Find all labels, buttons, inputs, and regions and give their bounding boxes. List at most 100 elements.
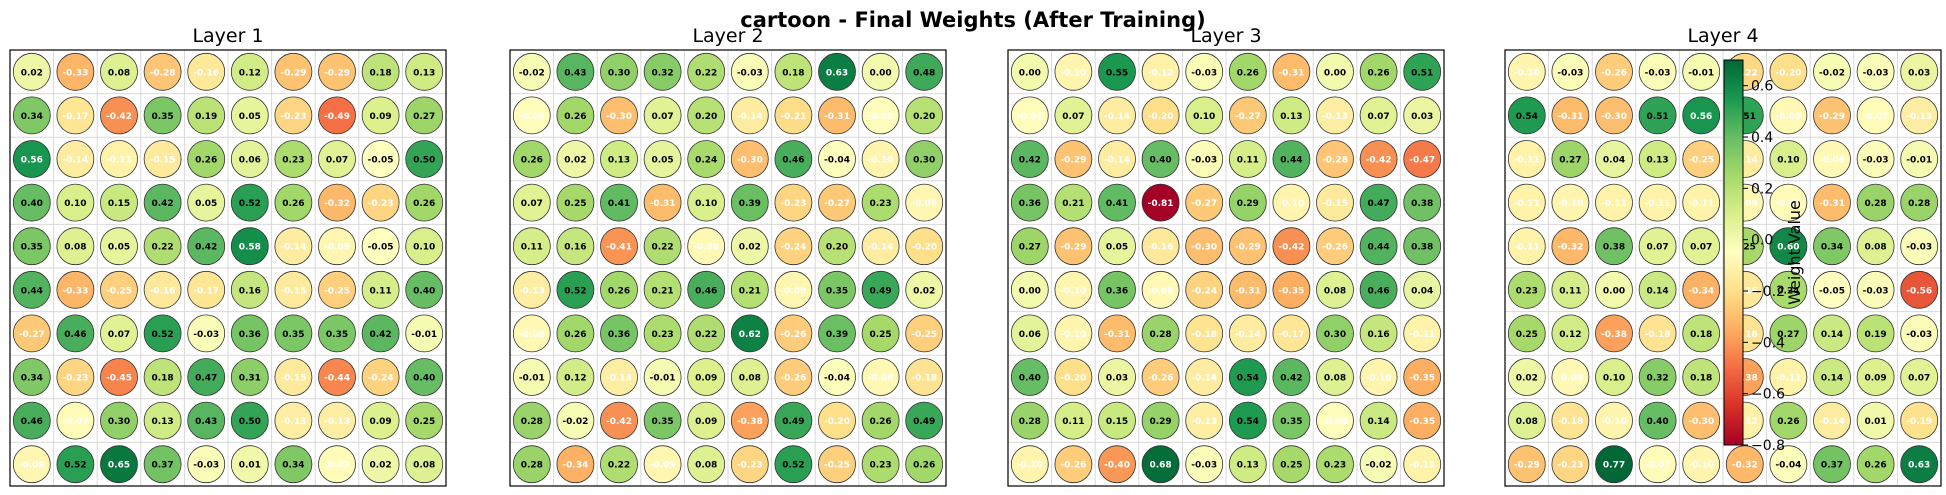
weight-node [1010,358,1049,396]
weight-label: 0.10 [1193,112,1215,122]
weight-node [1813,401,1851,440]
weight-node [1900,183,1939,222]
weight-node [774,270,813,309]
weight-node [1856,445,1895,484]
weight-label: -0.29 [1060,243,1086,253]
weight-node [861,140,900,178]
weight-node [1638,52,1677,91]
weight-label: -0.07 [62,417,88,427]
weight-label: -0.29 [1060,156,1086,166]
weight-node [1900,401,1939,440]
colorbar-tick-label: 0.6 [1751,79,1773,95]
weight-label: 0.18 [1690,374,1712,384]
weight-label: 0.19 [1864,330,1886,340]
weight-node [12,445,51,484]
weight-node [1185,358,1224,396]
weight-label: -0.15 [150,156,176,166]
weight-label: -0.28 [1322,156,1348,166]
weight-node [1682,96,1721,135]
weight-node [318,96,356,135]
weight-node [12,270,51,309]
weight-label: -0.14 [868,243,894,253]
weight-node [1507,96,1546,135]
weight-node [1682,314,1721,353]
weight-node [1900,445,1939,484]
weight-node [187,183,226,222]
weight-label: -0.40 [1104,461,1130,471]
weight-node [643,358,682,396]
weight-label: -0.22 [1732,68,1758,78]
weight-node [774,445,813,484]
weight-node [1010,140,1049,178]
weight-label: -0.23 [368,199,394,209]
weight-label: 0.05 [239,112,261,122]
weight-node [1185,314,1224,353]
weight-label: 0.26 [521,156,543,166]
weight-label: 0.35 [151,112,173,122]
weight-node [405,96,444,135]
weight-node [1185,140,1224,178]
weight-node [905,401,944,440]
weight-node [556,140,595,178]
weight-node [56,270,95,309]
weight-node [1185,227,1224,266]
weight-node [230,314,269,353]
weight-label: 0.26 [1237,68,1259,78]
weight-node [1228,140,1267,178]
weight-node [1403,314,1442,353]
weight-node [600,401,638,440]
weight-label: -0.32 [324,199,350,209]
weight-label: 0.52 [564,286,586,296]
weight-label: -0.01 [519,374,545,384]
weight-node [361,227,400,266]
weight-node [1098,227,1136,266]
weight-label: 0.06 [1019,330,1041,340]
weight-node [687,227,726,266]
weight-label: -0.28 [150,68,176,78]
weight-label: 0.07 [108,330,130,340]
weight-node [1900,314,1939,353]
weight-label: 0.09 [1864,374,1886,384]
weight-label: -0.03 [1191,461,1217,471]
weight-node [861,314,900,353]
weight-label: 0.51 [1734,112,1756,122]
weight-node [1769,358,1808,396]
weight-label: -0.25 [824,461,850,471]
weight-label: 0.13 [413,68,435,78]
weight-node [1316,445,1354,484]
weight-label: -0.01 [411,330,437,340]
weight-node [12,401,51,440]
weight-node [1272,445,1311,484]
weight-label: 0.20 [826,243,848,253]
weight-label: -0.38 [737,417,763,427]
weight-node [861,52,900,91]
weight-label: 0.07 [326,156,348,166]
weight-node [1054,227,1093,266]
weight-node [1595,140,1633,178]
weight-node [1682,270,1721,309]
weight-node [1054,96,1093,135]
weight-node [143,358,182,396]
weight-label: -0.03 [1191,156,1217,166]
weight-label: 0.21 [1062,199,1084,209]
weight-node [818,314,856,353]
weight-label: -0.15 [280,374,306,384]
weight-label: -0.08 [1819,156,1845,166]
weight-node [1359,270,1398,309]
weight-label: 0.58 [239,243,261,253]
weight-node [56,314,95,353]
weight-label: -0.11 [1601,199,1627,209]
weight-label: 0.02 [1516,374,1538,384]
weight-node [361,52,400,91]
weight-node [730,140,769,178]
weight-node [730,314,769,353]
weight-node [1316,227,1354,266]
weight-node [405,183,444,222]
weight-label: 0.03 [1106,374,1128,384]
weight-label: -0.25 [324,286,350,296]
weight-node [230,52,269,91]
weight-label: -0.05 [368,156,394,166]
weight-label: 0.28 [521,461,543,471]
weight-label: -0.42 [1366,156,1392,166]
weight-label: -0.07 [1775,199,1801,209]
